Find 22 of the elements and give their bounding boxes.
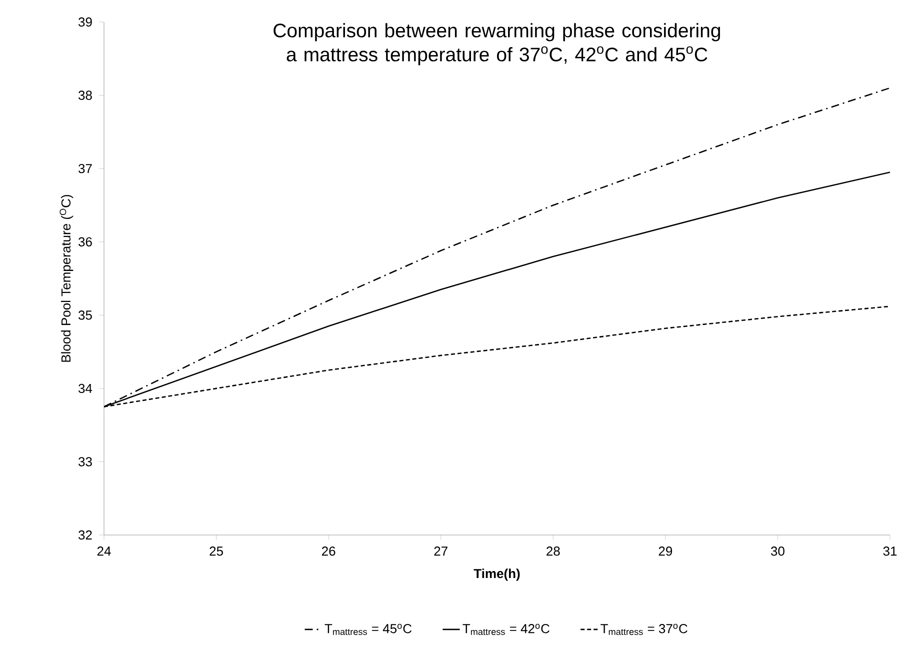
x-axis-title: Time(h) — [474, 568, 520, 581]
y-tick-label: 35 — [78, 310, 92, 320]
x-tick-label: 31 — [883, 546, 897, 556]
x-tick-label: 28 — [546, 546, 560, 556]
y-tick-label: 33 — [78, 457, 92, 466]
y-axis-title: Blood Pool Temperature ($^{O}$C) — [60, 194, 74, 362]
x-tick-label: 25 — [210, 546, 223, 556]
y-tick-label: 37 — [78, 164, 92, 174]
y-tick-label: 38 — [78, 90, 92, 100]
x-tick-label: 27 — [434, 546, 448, 556]
y-tick-label: 36 — [78, 237, 92, 246]
text: Comparison between rewarming phase considering a mattress temperature of 37$^{o}$C, 42$^{o}$C and 45$^{o}$C — [274, 23, 720, 66]
x-tick-label: 30 — [770, 546, 784, 556]
legend-label: T$_{mattress}$ = 42$^{o}$C — [462, 624, 550, 635]
y-tick-label: 32 — [78, 530, 92, 540]
legend-label: T$_{mattress}$ = 45$^{o}$C — [324, 624, 412, 635]
x-tick-label: 26 — [322, 546, 336, 556]
x-tick-label: 29 — [658, 546, 672, 556]
x-tick-label: 24 — [97, 546, 111, 556]
legend-label: T$_{mattress}$ = 37$^{o}$C — [600, 624, 688, 635]
y-tick-label: 39 — [78, 17, 92, 27]
y-tick-label: 34 — [78, 384, 92, 394]
